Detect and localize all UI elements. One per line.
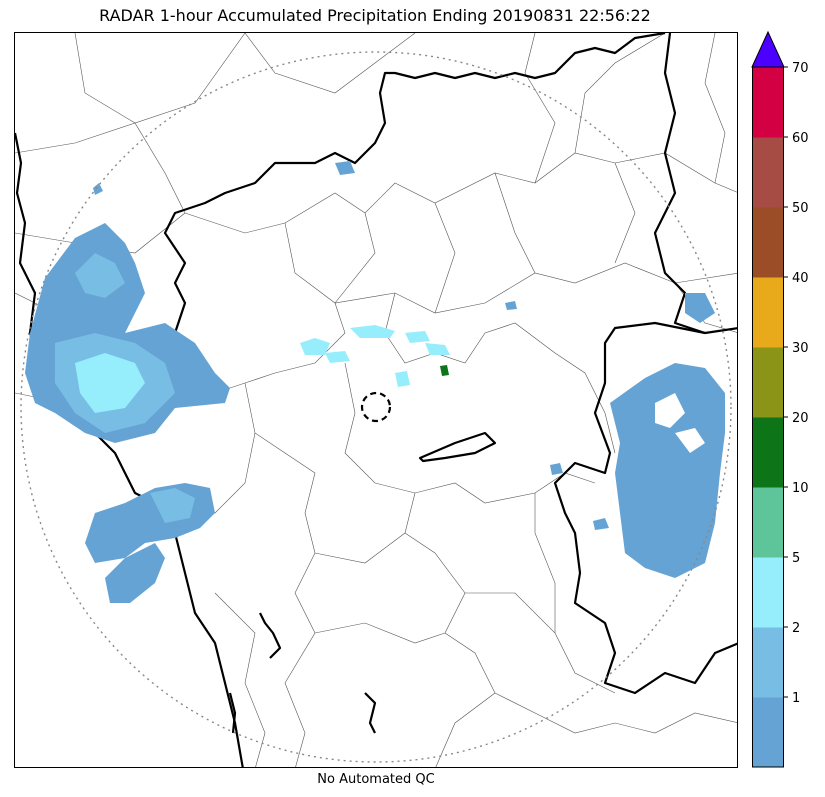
qc-note: No Automated QC <box>317 772 435 787</box>
colorbar-tick-label: 50 <box>792 201 809 216</box>
colorbar: 1 2 5 10 20 30 40 50 60 70 <box>751 30 809 768</box>
colorbar-bands <box>752 67 784 768</box>
colorbar-band <box>752 697 784 768</box>
state-boundaries <box>15 33 737 767</box>
colorbar-band <box>752 207 784 278</box>
colorbar-ticks: 1 2 5 10 20 30 40 50 60 70 <box>784 61 809 706</box>
radar-map[interactable] <box>14 32 738 768</box>
colorbar-frame <box>752 66 784 768</box>
radar-site-icon <box>360 391 392 423</box>
colorbar-tick-label: 70 <box>792 61 809 76</box>
colorbar-tick-label: 2 <box>792 621 800 636</box>
colorbar-extend-arrow <box>751 30 785 68</box>
colorbar-tick-label: 10 <box>792 481 809 496</box>
colorbar-band <box>752 277 784 348</box>
colorbar-band <box>752 417 784 488</box>
precipitation-areas <box>25 161 725 603</box>
colorbar-band <box>752 557 784 628</box>
colorbar-band <box>752 347 784 418</box>
colorbar-tick-label: 40 <box>792 271 809 286</box>
colorbar-band <box>752 487 784 558</box>
colorbar-tick-label: 60 <box>792 131 809 146</box>
colorbar-tick-label: 1 <box>792 691 800 706</box>
range-ring <box>20 51 732 763</box>
colorbar-tick-label: 20 <box>792 411 809 426</box>
map-canvas <box>15 33 737 767</box>
colorbar-band <box>752 137 784 208</box>
chart-title: RADAR 1-hour Accumulated Precipitation E… <box>99 6 651 25</box>
colorbar-tick-label: 5 <box>792 551 800 566</box>
colorbar-tick-label: 30 <box>792 341 809 356</box>
colorbar-band <box>752 67 784 138</box>
colorbar-band <box>752 627 784 698</box>
